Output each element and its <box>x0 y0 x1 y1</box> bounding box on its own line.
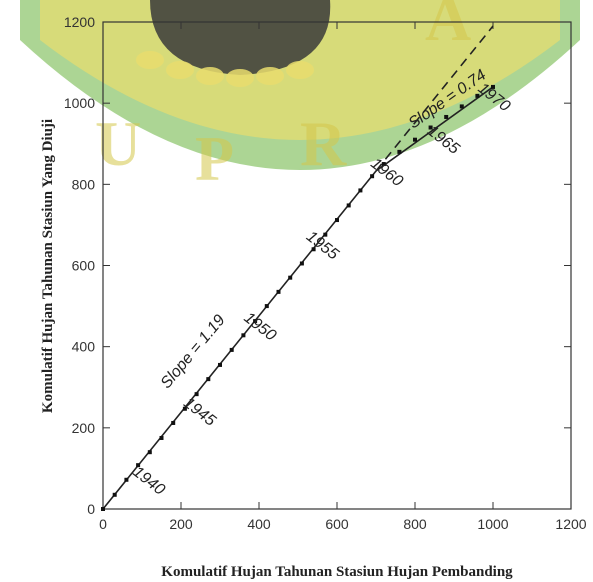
data-point <box>299 261 304 266</box>
data-point <box>397 149 402 154</box>
data-point <box>101 507 105 511</box>
data-point <box>475 93 480 98</box>
data-point <box>124 477 129 482</box>
x-tick-label: 1000 <box>477 516 508 532</box>
x-tick-label: 800 <box>403 516 427 532</box>
y-tick-label: 1000 <box>64 95 95 111</box>
data-point <box>206 377 211 382</box>
annotation-label: 1960 <box>367 155 406 190</box>
y-tick-label: 800 <box>72 176 96 192</box>
data-point <box>288 275 293 280</box>
data-point <box>229 347 234 352</box>
data-point <box>194 392 199 397</box>
x-axis-ticks: 0 200 400 600 800 1000 1200 <box>99 22 587 532</box>
data-point <box>381 162 386 167</box>
annotation-label: 1945 <box>180 394 219 429</box>
data-point <box>311 247 316 252</box>
x-tick-label: 600 <box>325 516 349 532</box>
watermark-logo: U P R A <box>20 0 580 194</box>
y-tick-label: 200 <box>72 420 96 436</box>
data-point <box>346 203 351 208</box>
x-axis-title: Komulatif Hujan Tahunan Stasiun Hujan Pe… <box>161 564 513 580</box>
fit-line-dashed <box>375 25 494 172</box>
data-point <box>358 188 363 193</box>
data-point <box>136 463 141 468</box>
watermark-letter-r: R <box>300 108 347 179</box>
y-axis-ticks: 0 200 400 600 800 1000 1200 <box>64 14 571 517</box>
x-tick-label: 200 <box>169 516 193 532</box>
y-axis-title: Komulatif Hujan Tahunan Stasiun Yang Diu… <box>40 119 56 413</box>
data-point <box>428 125 433 130</box>
x-tick-label: 0 <box>99 516 107 532</box>
data-point <box>323 232 328 237</box>
data-point <box>276 289 281 294</box>
data-point <box>459 104 464 109</box>
watermark-letter-a: A <box>425 0 471 54</box>
annotation-label: 1940 <box>129 463 168 498</box>
x-tick-label: 1200 <box>555 516 586 532</box>
data-point <box>147 450 152 455</box>
watermark-letter-u: U <box>95 108 141 179</box>
data-point <box>491 84 495 89</box>
data-points <box>101 84 495 511</box>
watermark-emblem-feathers <box>136 51 314 87</box>
watermark-letter-p: P <box>195 123 234 194</box>
data-point <box>370 174 375 179</box>
annotation-label: Slope = 1.19 <box>158 312 229 392</box>
y-tick-label: 0 <box>87 501 95 517</box>
data-point <box>218 362 222 367</box>
data-point <box>264 304 269 309</box>
y-tick-label: 600 <box>72 258 96 274</box>
data-point <box>112 492 117 497</box>
data-point <box>159 435 164 440</box>
y-tick-label: 400 <box>72 339 96 355</box>
annotation-label: 1955 <box>303 228 342 263</box>
data-point <box>335 218 339 223</box>
x-tick-label: 400 <box>247 516 271 532</box>
data-point <box>253 319 258 324</box>
data-point <box>413 137 417 142</box>
watermark-emblem <box>150 0 331 75</box>
data-point <box>182 406 187 411</box>
data-point <box>241 333 246 338</box>
fit-line-solid <box>375 86 494 172</box>
data-point <box>444 114 449 119</box>
y-tick-label: 1200 <box>64 14 95 30</box>
data-point <box>171 420 176 425</box>
